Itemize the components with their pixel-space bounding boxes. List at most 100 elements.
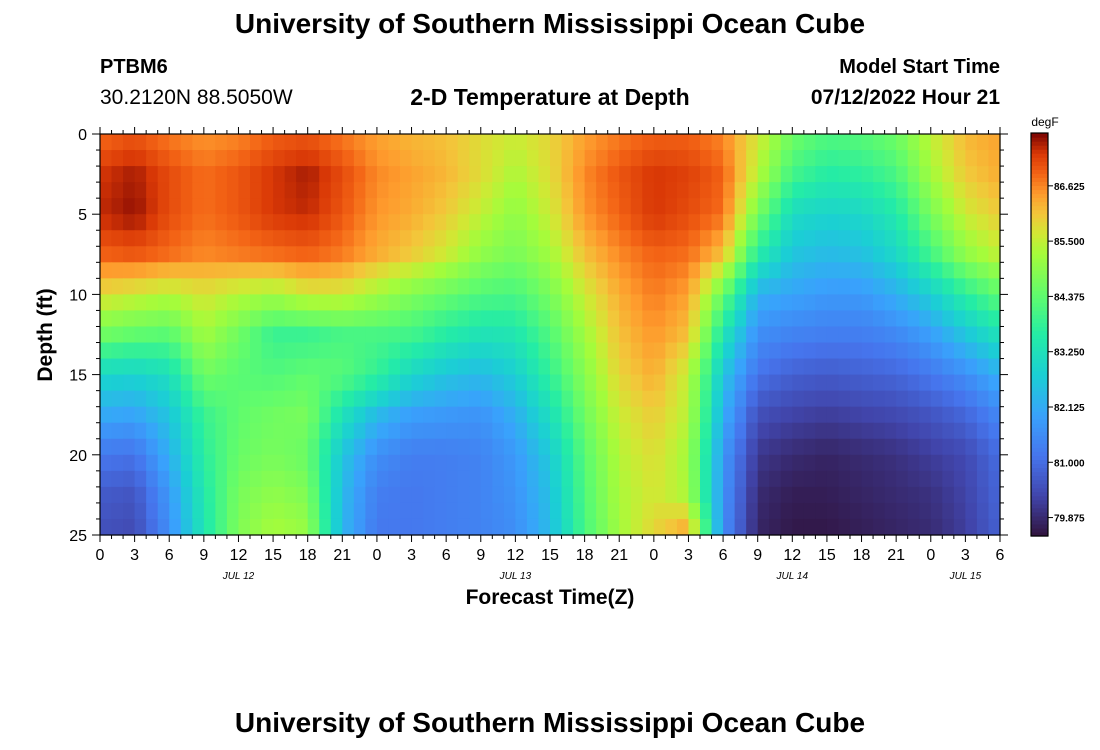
heatmap-cell xyxy=(746,502,759,520)
heatmap-cell xyxy=(284,150,297,167)
heatmap-cell xyxy=(457,518,470,536)
heatmap-cell xyxy=(434,374,447,392)
heatmap-cell xyxy=(515,262,528,279)
heatmap-cell xyxy=(850,422,863,440)
heatmap-cell xyxy=(607,454,620,472)
heatmap-cell xyxy=(307,486,320,504)
heatmap-cell xyxy=(988,166,1001,183)
heatmap-cell xyxy=(342,326,355,344)
heatmap-cell xyxy=(388,518,401,536)
heatmap-cell xyxy=(573,214,586,231)
heatmap-cell xyxy=(607,438,620,456)
heatmap-cell xyxy=(215,326,228,344)
heatmap-cell xyxy=(884,246,897,263)
heatmap-cell xyxy=(976,230,990,247)
y-tick-label: 25 xyxy=(69,528,87,545)
heatmap-cell xyxy=(423,310,436,328)
heatmap-cell xyxy=(596,374,609,392)
heatmap-cell xyxy=(365,246,378,263)
heatmap-cell xyxy=(515,374,528,392)
heatmap-cell xyxy=(976,502,990,520)
heatmap-cell xyxy=(850,470,863,488)
heatmap-cell xyxy=(873,262,886,279)
heatmap-cell xyxy=(457,310,470,328)
heatmap-cell xyxy=(157,438,170,456)
heatmap-cell xyxy=(723,486,736,504)
heatmap-cell xyxy=(665,134,678,151)
heatmap-cell xyxy=(169,134,182,151)
heatmap-cell xyxy=(273,166,286,183)
heatmap-cell xyxy=(780,134,793,151)
heatmap-cell xyxy=(319,294,332,312)
heatmap-cell xyxy=(965,406,978,424)
heatmap-cell xyxy=(203,518,216,536)
heatmap-cell xyxy=(561,406,574,424)
heatmap-cell xyxy=(284,262,297,279)
heatmap-cell xyxy=(965,214,978,231)
heatmap-cell xyxy=(919,406,932,424)
colorbar-segment xyxy=(1031,354,1048,360)
heatmap-cell xyxy=(261,374,274,392)
heatmap-cell xyxy=(757,166,770,183)
heatmap-cell xyxy=(711,502,724,520)
heatmap-cell xyxy=(169,150,182,167)
heatmap-cell xyxy=(792,358,805,376)
heatmap-cell xyxy=(676,294,690,312)
heatmap-cell xyxy=(988,342,1001,360)
heatmap-cell xyxy=(711,310,724,328)
heatmap-cell xyxy=(400,246,413,263)
heatmap-cell xyxy=(561,294,574,312)
heatmap-cell xyxy=(457,358,470,376)
heatmap-cell xyxy=(296,486,309,504)
heatmap-cell xyxy=(353,470,366,488)
heatmap-cell xyxy=(942,470,955,488)
heatmap-cell xyxy=(526,374,540,392)
heatmap-cell xyxy=(688,182,701,199)
heatmap-cell xyxy=(330,262,343,279)
heatmap-cell xyxy=(769,422,782,440)
heatmap-cell xyxy=(434,246,447,263)
heatmap-cell xyxy=(688,246,701,263)
heatmap-cell xyxy=(838,134,851,151)
heatmap-cell xyxy=(434,470,447,488)
heatmap-cell xyxy=(273,518,286,536)
heatmap-cell xyxy=(769,198,782,215)
heatmap-cell xyxy=(111,246,124,263)
heatmap-cell xyxy=(296,342,309,360)
heatmap-cell xyxy=(180,134,193,151)
heatmap-cell xyxy=(434,326,447,344)
heatmap-cell xyxy=(503,198,516,215)
heatmap-cell xyxy=(976,342,990,360)
heatmap-cell xyxy=(503,182,516,199)
heatmap-cell xyxy=(607,214,620,231)
heatmap-cell xyxy=(480,230,493,247)
heatmap-cell xyxy=(284,230,297,247)
heatmap-cell xyxy=(642,422,655,440)
heatmap-cell xyxy=(215,390,228,408)
heatmap-cell xyxy=(861,230,874,247)
heatmap-cell xyxy=(873,342,886,360)
heatmap-cell xyxy=(619,390,632,408)
heatmap-cell xyxy=(492,470,505,488)
heatmap-cell xyxy=(250,454,263,472)
heatmap-cell xyxy=(400,374,413,392)
heatmap-cell xyxy=(146,262,159,279)
heatmap-cell xyxy=(515,166,528,183)
heatmap-cell xyxy=(826,502,840,520)
heatmap-cell xyxy=(146,406,159,424)
heatmap-cell xyxy=(861,342,874,360)
heatmap-cell xyxy=(203,198,216,215)
heatmap-cell xyxy=(953,470,966,488)
heatmap-cell xyxy=(134,246,147,263)
heatmap-cell xyxy=(526,214,540,231)
heatmap-cell xyxy=(942,294,955,312)
heatmap-cell xyxy=(596,358,609,376)
heatmap-cell xyxy=(388,502,401,520)
heatmap-cell xyxy=(596,438,609,456)
colorbar-segment xyxy=(1031,249,1048,255)
heatmap-cell xyxy=(203,214,216,231)
heatmap-cell xyxy=(261,342,274,360)
heatmap-cell xyxy=(919,326,932,344)
heatmap-cell xyxy=(619,374,632,392)
heatmap-cell xyxy=(342,486,355,504)
